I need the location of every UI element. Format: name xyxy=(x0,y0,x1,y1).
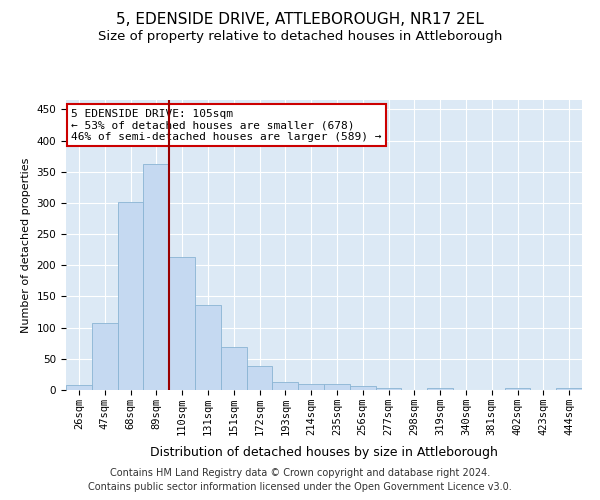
X-axis label: Distribution of detached houses by size in Attleborough: Distribution of detached houses by size … xyxy=(150,446,498,459)
Bar xyxy=(169,257,195,390)
Text: Size of property relative to detached houses in Attleborough: Size of property relative to detached ho… xyxy=(98,30,502,43)
Text: Contains HM Land Registry data © Crown copyright and database right 2024.: Contains HM Land Registry data © Crown c… xyxy=(110,468,490,477)
Bar xyxy=(195,305,221,390)
Bar xyxy=(272,382,298,390)
Bar xyxy=(247,366,272,390)
Bar xyxy=(118,202,143,390)
Bar xyxy=(324,384,350,390)
Text: Contains public sector information licensed under the Open Government Licence v3: Contains public sector information licen… xyxy=(88,482,512,492)
Bar xyxy=(66,385,92,390)
Bar xyxy=(505,388,530,390)
Bar xyxy=(427,388,453,390)
Y-axis label: Number of detached properties: Number of detached properties xyxy=(21,158,31,332)
Bar xyxy=(298,384,324,390)
Bar xyxy=(376,388,401,390)
Bar xyxy=(92,322,118,390)
Text: 5 EDENSIDE DRIVE: 105sqm
← 53% of detached houses are smaller (678)
46% of semi-: 5 EDENSIDE DRIVE: 105sqm ← 53% of detach… xyxy=(71,108,382,142)
Bar xyxy=(221,347,247,390)
Bar xyxy=(350,386,376,390)
Text: 5, EDENSIDE DRIVE, ATTLEBOROUGH, NR17 2EL: 5, EDENSIDE DRIVE, ATTLEBOROUGH, NR17 2E… xyxy=(116,12,484,28)
Bar xyxy=(143,164,169,390)
Bar xyxy=(556,388,582,390)
